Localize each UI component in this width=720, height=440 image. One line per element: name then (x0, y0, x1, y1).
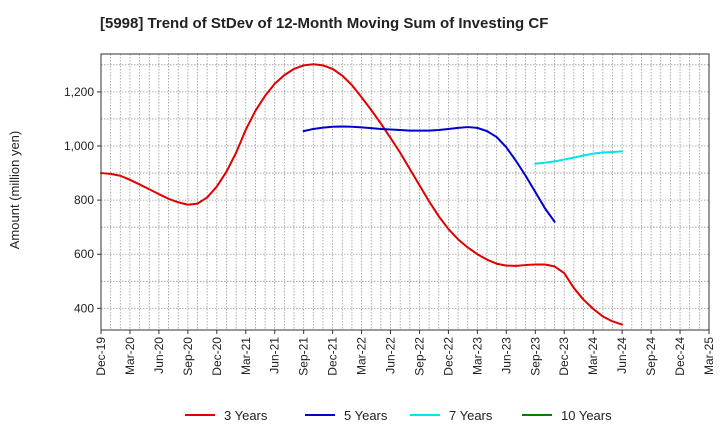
y-tick-label: 1,000 (64, 139, 94, 153)
x-tick-label: Sep-22 (412, 337, 426, 376)
chart-title: [5998] Trend of StDev of 12-Month Moving… (100, 15, 548, 32)
x-tick-label: Mar-22 (355, 337, 369, 375)
series-line-7-years (534, 150, 624, 165)
x-tick-label: Mar-21 (239, 337, 253, 375)
legend: 3 Years 5 Years 7 Years 10 Years (185, 408, 612, 423)
x-tick-label: Mar-23 (470, 337, 484, 375)
x-ticks: Dec-19 Mar-20 Jun-20 Sep-20 Dec-20 Mar-21 Jun-… (94, 330, 716, 376)
x-tick-label: Sep-21 (297, 337, 311, 376)
y-tick-label: 1,200 (64, 85, 94, 99)
x-tick-label: Sep-23 (528, 337, 542, 376)
x-tick-label: Dec-21 (326, 337, 340, 376)
x-tick-label: Jun-23 (499, 337, 513, 374)
y-ticks: 400 600 800 1,000 1,200 (64, 85, 101, 315)
grid (101, 54, 709, 330)
x-tick-label: Mar-24 (586, 337, 600, 375)
legend-label: 5 Years (344, 408, 388, 423)
x-tick-label: Jun-22 (384, 337, 398, 374)
x-tick-label: Dec-20 (210, 337, 224, 376)
x-tick-label: Sep-24 (644, 337, 658, 376)
x-tick-label: Dec-23 (557, 337, 571, 376)
x-tick-label: Dec-24 (673, 337, 687, 376)
legend-label: 3 Years (224, 408, 268, 423)
series-line-5-years (302, 125, 556, 223)
x-tick-label: Jun-21 (268, 337, 282, 374)
x-tick-label: Mar-25 (702, 337, 716, 375)
x-tick-label: Jun-20 (152, 337, 166, 374)
plot-frame (100, 53, 710, 331)
legend-label: 10 Years (561, 408, 612, 423)
y-tick-label: 600 (74, 247, 94, 261)
x-tick-label: Mar-20 (123, 337, 137, 375)
y-axis-label: Amount (million yen) (7, 131, 22, 250)
x-tick-label: Dec-22 (441, 337, 455, 376)
series-layer (100, 63, 624, 326)
series-line-3-years (100, 63, 624, 326)
x-tick-label: Dec-19 (94, 337, 108, 376)
y-tick-label: 800 (74, 193, 94, 207)
y-tick-label: 400 (74, 301, 94, 315)
legend-label: 7 Years (449, 408, 493, 423)
x-tick-label: Jun-24 (615, 337, 629, 374)
x-tick-label: Sep-20 (181, 337, 195, 376)
